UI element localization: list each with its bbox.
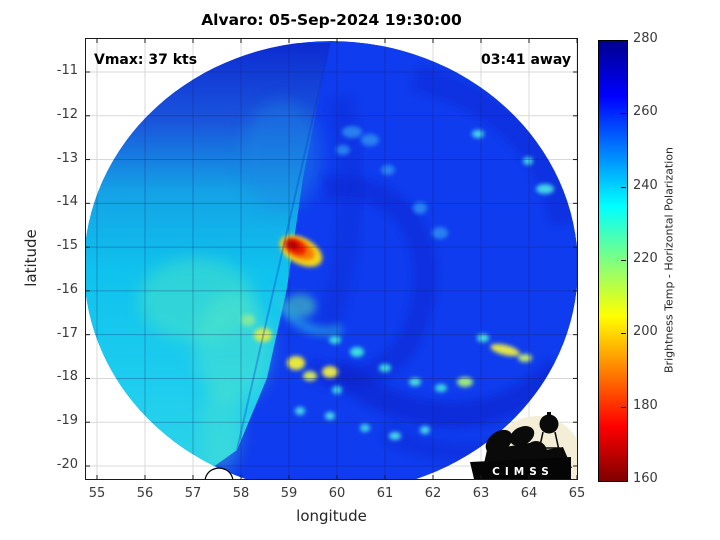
y-tick-label: -17 bbox=[56, 325, 78, 341]
swath-image bbox=[85, 41, 578, 480]
colorbar-tickmark bbox=[621, 260, 626, 261]
y-tick-label: -18 bbox=[56, 369, 78, 385]
y-tick-label: -13 bbox=[56, 150, 78, 166]
y-tick-label: -12 bbox=[56, 106, 78, 122]
y-tick-label: -19 bbox=[56, 413, 78, 429]
cimss-logo: CIMSS bbox=[470, 412, 578, 480]
x-tick-label: 63 bbox=[472, 486, 490, 501]
mauritius-coastline bbox=[204, 467, 234, 480]
x-tick-label: 61 bbox=[376, 486, 394, 501]
colorbar-tickmark bbox=[621, 113, 626, 115]
y-tick-label: -20 bbox=[56, 456, 78, 472]
logo-banner bbox=[470, 457, 571, 479]
water-tower-icon bbox=[539, 414, 559, 434]
x-tick-label: 56 bbox=[136, 486, 154, 501]
water-tower-braces bbox=[537, 447, 561, 458]
y-axis-label: latitude bbox=[22, 229, 40, 287]
colorbar-tick-label: 220 bbox=[633, 251, 658, 266]
colorbar-tickmark bbox=[621, 406, 626, 408]
colorbar-tick-label: 240 bbox=[633, 177, 658, 193]
x-tick-label: 60 bbox=[328, 486, 346, 501]
x-tick-label: 64 bbox=[520, 486, 538, 501]
colorbar bbox=[598, 40, 628, 482]
y-tick-label: -16 bbox=[56, 281, 78, 297]
y-tick-label: -14 bbox=[56, 194, 78, 210]
plot-area: CIMSS bbox=[85, 38, 578, 480]
colorbar-tick-label: 280 bbox=[633, 31, 658, 46]
time-away-annotation: 03:41 away bbox=[481, 52, 571, 68]
logo-text: CIMSS bbox=[492, 466, 554, 478]
x-tick-label: 58 bbox=[232, 486, 250, 501]
colorbar-label: Brightness Temp - Horizontal Polarizatio… bbox=[662, 147, 676, 373]
x-tick-label: 55 bbox=[88, 486, 106, 501]
colorbar-tickmark bbox=[621, 333, 626, 335]
hotspot bbox=[279, 235, 323, 267]
plot-title: Alvaro: 05-Sep-2024 19:30:00 bbox=[201, 11, 462, 29]
colorbar-tick-label: 160 bbox=[633, 471, 658, 486]
colorbar-tick-label: 260 bbox=[633, 104, 658, 120]
x-tick-label: 59 bbox=[280, 486, 298, 501]
axes-box bbox=[85, 38, 578, 480]
y-tick-label: -15 bbox=[56, 238, 78, 254]
colorbar-tickmark bbox=[621, 186, 626, 188]
x-axis-label: longitude bbox=[296, 507, 367, 525]
colorbar-tick-label: 200 bbox=[633, 324, 658, 340]
colorbar-tick-label: 180 bbox=[633, 397, 658, 413]
x-tick-label: 65 bbox=[568, 486, 586, 501]
x-tick-label: 57 bbox=[184, 486, 202, 501]
x-tick-label: 62 bbox=[424, 486, 442, 501]
y-tick-label: -11 bbox=[56, 63, 78, 78]
vmax-annotation: Vmax: 37 kts bbox=[94, 52, 198, 68]
